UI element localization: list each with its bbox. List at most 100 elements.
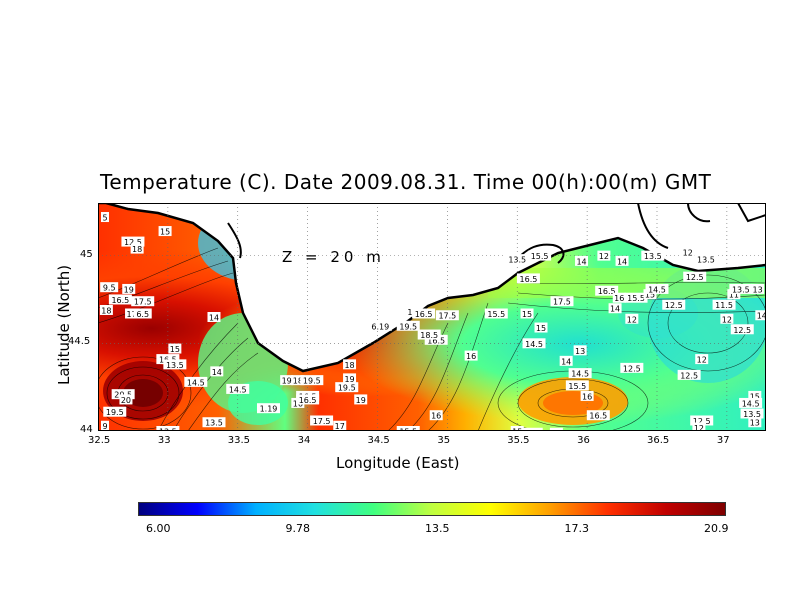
x-tick-label: 32.5 xyxy=(88,435,111,446)
contour-label: 14 xyxy=(608,303,622,314)
svg-text:13.5: 13.5 xyxy=(508,256,526,265)
svg-text:17.5: 17.5 xyxy=(438,312,456,321)
contour-label: 13.5 xyxy=(729,283,753,294)
colorbar-tick-label: 9.78 xyxy=(285,522,311,535)
contour-label: 16.5 xyxy=(516,273,540,284)
svg-text:19.5: 19.5 xyxy=(399,322,417,331)
svg-text:20: 20 xyxy=(121,396,131,405)
contour-label: 20 xyxy=(119,394,133,405)
svg-text:12.5: 12.5 xyxy=(733,326,751,335)
contour-label: 16.5 xyxy=(595,285,619,296)
contour-label: 14 xyxy=(755,310,766,321)
contour-label: 13 xyxy=(751,283,765,294)
svg-text:16.5: 16.5 xyxy=(598,287,616,296)
plot-frame xyxy=(98,203,766,431)
svg-text:13: 13 xyxy=(753,285,763,294)
contour-label: 19 xyxy=(122,283,136,294)
contour-label: 17.5 xyxy=(550,296,574,307)
svg-text:18: 18 xyxy=(101,306,111,315)
svg-text:15: 15 xyxy=(160,228,170,237)
svg-text:17: 17 xyxy=(126,310,136,319)
contour-label: 12 xyxy=(597,250,611,261)
contour-label: 6.19 xyxy=(368,320,392,331)
contour-label: 13 xyxy=(573,345,587,356)
svg-text:6.5: 6.5 xyxy=(136,310,149,319)
contour-label: 16.5 xyxy=(412,308,436,319)
svg-text:19: 19 xyxy=(282,377,292,386)
svg-text:12: 12 xyxy=(599,252,609,261)
svg-text:17.5: 17.5 xyxy=(313,417,331,426)
colorbar-tick-label: 20.9 xyxy=(704,522,729,535)
coastline-azov-3 xyxy=(737,203,766,223)
contour-label: 13.5 xyxy=(694,254,718,265)
svg-text:16.5: 16.5 xyxy=(111,296,129,305)
contour-label: 14 xyxy=(615,255,629,266)
contour-label: 15 xyxy=(643,289,657,300)
svg-text:12: 12 xyxy=(722,315,732,324)
svg-text:16: 16 xyxy=(466,352,476,361)
contour-label: 11 xyxy=(727,289,741,300)
contour-label: 13.5 xyxy=(740,408,764,419)
svg-text:15: 15 xyxy=(522,310,532,319)
contour-label: 12 xyxy=(681,247,695,258)
contour-label: 19.5 xyxy=(103,406,127,417)
contour-label: 17.5 xyxy=(131,296,155,307)
temperature-map-svg: 512.518159.51916.517.518176.5141516.513.… xyxy=(98,203,766,431)
contour-label: 16.5 xyxy=(586,410,610,421)
svg-text:13.5: 13.5 xyxy=(743,410,761,419)
svg-text:12: 12 xyxy=(694,424,704,431)
svg-text:12: 12 xyxy=(683,249,693,258)
contour-label: 19 xyxy=(354,394,368,405)
contour-label: 15.5 xyxy=(528,250,552,261)
contour-label: 15 xyxy=(520,308,534,319)
contour-label: 18 xyxy=(343,359,357,370)
svg-text:14: 14 xyxy=(561,357,571,366)
x-tick-label: 36.5 xyxy=(646,435,670,446)
contour-label: 12 xyxy=(720,313,734,324)
contour-label: 12.5 xyxy=(677,369,701,380)
x-tick-label: 37 xyxy=(716,435,730,446)
contour-label: 18 xyxy=(291,375,305,386)
svg-text:1.19: 1.19 xyxy=(260,405,278,414)
contour-label: 17 xyxy=(125,308,139,319)
svg-text:6.19: 6.19 xyxy=(371,322,389,331)
svg-text:19: 19 xyxy=(124,285,134,294)
contour-label: 14.5 xyxy=(184,376,208,387)
svg-text:15.5: 15.5 xyxy=(399,428,417,432)
contour-label: 16.5 xyxy=(108,294,132,305)
contour-label: 15 xyxy=(534,322,548,333)
svg-text:12.5: 12.5 xyxy=(124,238,142,247)
svg-text:16: 16 xyxy=(614,294,624,303)
contour-label: 15.5 xyxy=(624,292,648,303)
svg-text:12.5: 12.5 xyxy=(623,364,641,373)
colorbar xyxy=(138,502,726,516)
contour-label: 13.5 xyxy=(202,417,226,428)
x-tick-label: 33.5 xyxy=(227,435,250,446)
svg-text:12.5: 12.5 xyxy=(665,301,683,310)
svg-text:18.5: 18.5 xyxy=(420,331,438,340)
y-tick-label: 44.5 xyxy=(68,336,91,348)
svg-text:12: 12 xyxy=(697,356,707,365)
coastline-crimea xyxy=(227,222,242,259)
contour-label: 14.5 xyxy=(739,397,763,408)
contour-label: 14.5 xyxy=(645,283,669,294)
contour-label: 13.5 xyxy=(641,250,665,261)
contour-label: 18 xyxy=(99,304,113,315)
svg-text:15: 15 xyxy=(645,291,655,300)
svg-text:19.5: 19.5 xyxy=(338,384,356,393)
y-tick-label: 45 xyxy=(80,248,93,260)
svg-text:11.5: 11.5 xyxy=(715,301,733,310)
svg-text:13.5: 13.5 xyxy=(732,285,750,294)
svg-text:18: 18 xyxy=(132,245,142,254)
x-tick-label: 36 xyxy=(577,435,590,446)
coastline-azov xyxy=(637,203,669,249)
svg-text:12.5: 12.5 xyxy=(686,273,704,282)
contour-label: 11.5 xyxy=(712,299,736,310)
y-tick-label: 44 xyxy=(80,424,93,435)
colorbar-tick-label: 6.00 xyxy=(146,522,171,535)
svg-text:14.5: 14.5 xyxy=(571,370,589,379)
contour-label: 18.5 xyxy=(417,329,441,340)
svg-text:16.5: 16.5 xyxy=(520,275,538,284)
svg-text:13.5: 13.5 xyxy=(159,428,177,432)
contour-label: 12.5 xyxy=(620,362,644,373)
